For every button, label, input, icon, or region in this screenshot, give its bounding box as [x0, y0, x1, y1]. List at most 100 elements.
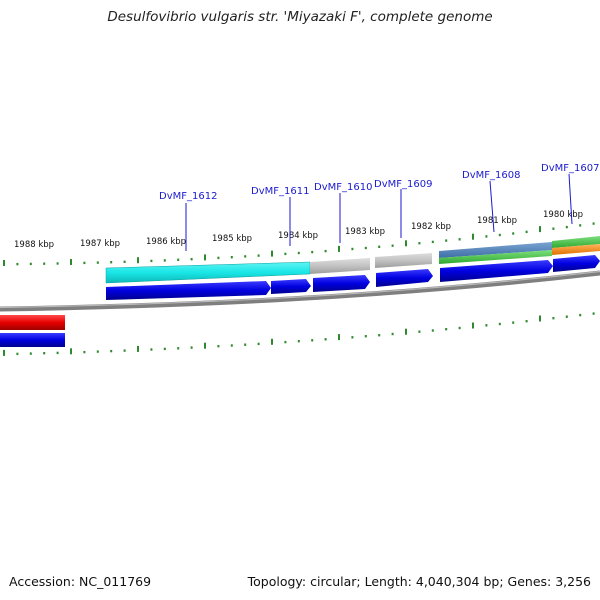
minor-tick: [458, 326, 461, 330]
minor-tick: [163, 347, 166, 351]
gene-label-dvmf-1611[interactable]: DvMF_1611: [251, 186, 309, 197]
major-tick: [70, 348, 72, 355]
minor-tick: [445, 328, 448, 331]
feature-track: [105, 236, 600, 284]
map-title: Desulfovibrio vulgaris str. 'Miyazaki F'…: [107, 9, 493, 25]
cds-arrow-dvmf-1608[interactable]: [440, 260, 553, 282]
major-tick: [204, 342, 206, 349]
minor-tick: [83, 261, 86, 265]
minor-tick: [29, 262, 32, 266]
genome-summary-text: Topology: circular; Length: 4,040,304 bp…: [247, 574, 591, 589]
gene-label-dvmf-1612[interactable]: DvMF_1612: [159, 191, 217, 202]
minor-tick: [16, 352, 19, 356]
minor-tick: [284, 340, 287, 344]
minor-tick: [230, 256, 233, 259]
minor-tick: [297, 251, 300, 255]
cds-arrow-dvmf-1607[interactable]: [553, 255, 600, 272]
genome-backbone: [0, 270, 600, 312]
minor-tick: [123, 349, 126, 352]
minor-tick: [150, 348, 153, 351]
kbp-label-1983: 1983 kbp: [345, 227, 385, 237]
kbp-label-1980: 1980 kbp: [543, 210, 583, 220]
minor-tick: [217, 256, 220, 260]
minor-tick: [445, 239, 448, 242]
minor-tick: [190, 258, 193, 261]
minor-tick: [525, 230, 528, 234]
minor-tick: [56, 262, 59, 265]
kbp-label-1984: 1984 kbp: [278, 231, 318, 241]
minor-tick: [324, 338, 327, 341]
major-tick: [405, 328, 407, 335]
minor-tick: [110, 261, 113, 264]
major-tick: [204, 254, 206, 261]
cds-arrow-dvmf-1612[interactable]: [106, 281, 271, 300]
gene-label-dvmf-1609[interactable]: DvMF_1609: [374, 179, 432, 190]
minor-tick: [217, 345, 220, 348]
minor-tick: [257, 342, 260, 346]
major-tick: [338, 245, 340, 252]
minor-tick: [311, 250, 314, 254]
minor-tick: [43, 262, 46, 265]
major-tick: [137, 257, 139, 264]
minor-tick: [378, 334, 381, 337]
cds-arrow-dvmf-1609[interactable]: [376, 269, 433, 287]
gene-labels: DvMF_1612 DvMF_1611 DvMF_1610 DvMF_1609 …: [159, 163, 599, 202]
minor-tick: [230, 344, 233, 347]
kbp-label-1986: 1986 kbp: [146, 237, 186, 247]
minor-tick: [498, 233, 501, 237]
genome-backbone-highlight: [0, 270, 600, 309]
gray-feature[interactable]: [310, 258, 370, 274]
cds-arrow-dvmf-1610[interactable]: [313, 275, 370, 292]
major-tick: [472, 322, 474, 329]
red-feature[interactable]: [0, 315, 65, 330]
minor-tick: [351, 336, 354, 339]
major-tick: [338, 334, 340, 341]
green-feature[interactable]: [439, 250, 552, 264]
cyan-feature[interactable]: [105, 261, 311, 284]
gene-label-dvmf-1607[interactable]: DvMF_1607: [541, 163, 599, 174]
minor-tick: [458, 238, 461, 241]
minor-tick: [311, 339, 314, 342]
gene-label-dvmf-1608[interactable]: DvMF_1608: [462, 170, 520, 181]
minor-tick: [177, 347, 180, 350]
minor-tick: [418, 330, 421, 333]
minor-tick: [431, 240, 434, 244]
minor-tick: [351, 247, 354, 251]
minor-tick: [418, 242, 421, 245]
orange-feature[interactable]: [552, 244, 600, 255]
major-tick: [405, 240, 407, 247]
minor-tick: [364, 335, 367, 338]
minor-tick: [110, 349, 113, 353]
minor-tick: [364, 246, 367, 250]
kbp-label-1982: 1982 kbp: [411, 222, 451, 232]
minor-tick: [56, 351, 59, 355]
minor-tick: [378, 245, 381, 248]
major-tick: [3, 260, 5, 266]
minor-tick: [123, 260, 126, 263]
gray-feature[interactable]: [375, 253, 432, 268]
gene-leader-lines: [185, 173, 573, 251]
minor-tick: [579, 224, 582, 227]
minor-tick: [552, 227, 555, 230]
minor-tick: [391, 332, 394, 336]
cds-arrow[interactable]: [0, 333, 65, 347]
minor-tick: [284, 252, 287, 256]
kbp-label-1988: 1988 kbp: [14, 240, 54, 250]
kbp-label-1987: 1987 kbp: [80, 239, 120, 249]
minor-tick: [552, 317, 555, 320]
major-tick: [539, 226, 541, 233]
major-tick: [472, 233, 474, 240]
kbp-label-1981: 1981 kbp: [477, 216, 517, 226]
major-tick: [271, 250, 273, 257]
minor-tick: [579, 313, 582, 317]
steelblue-feature[interactable]: [439, 242, 552, 258]
minor-tick: [512, 232, 515, 235]
minor-tick: [512, 321, 515, 324]
cds-arrow-dvmf-1611[interactable]: [271, 279, 311, 294]
minor-tick: [391, 244, 394, 247]
gene-label-dvmf-1610[interactable]: DvMF_1610: [314, 182, 372, 193]
minor-tick: [431, 329, 434, 332]
minor-tick: [150, 259, 153, 263]
minor-tick: [244, 255, 247, 258]
